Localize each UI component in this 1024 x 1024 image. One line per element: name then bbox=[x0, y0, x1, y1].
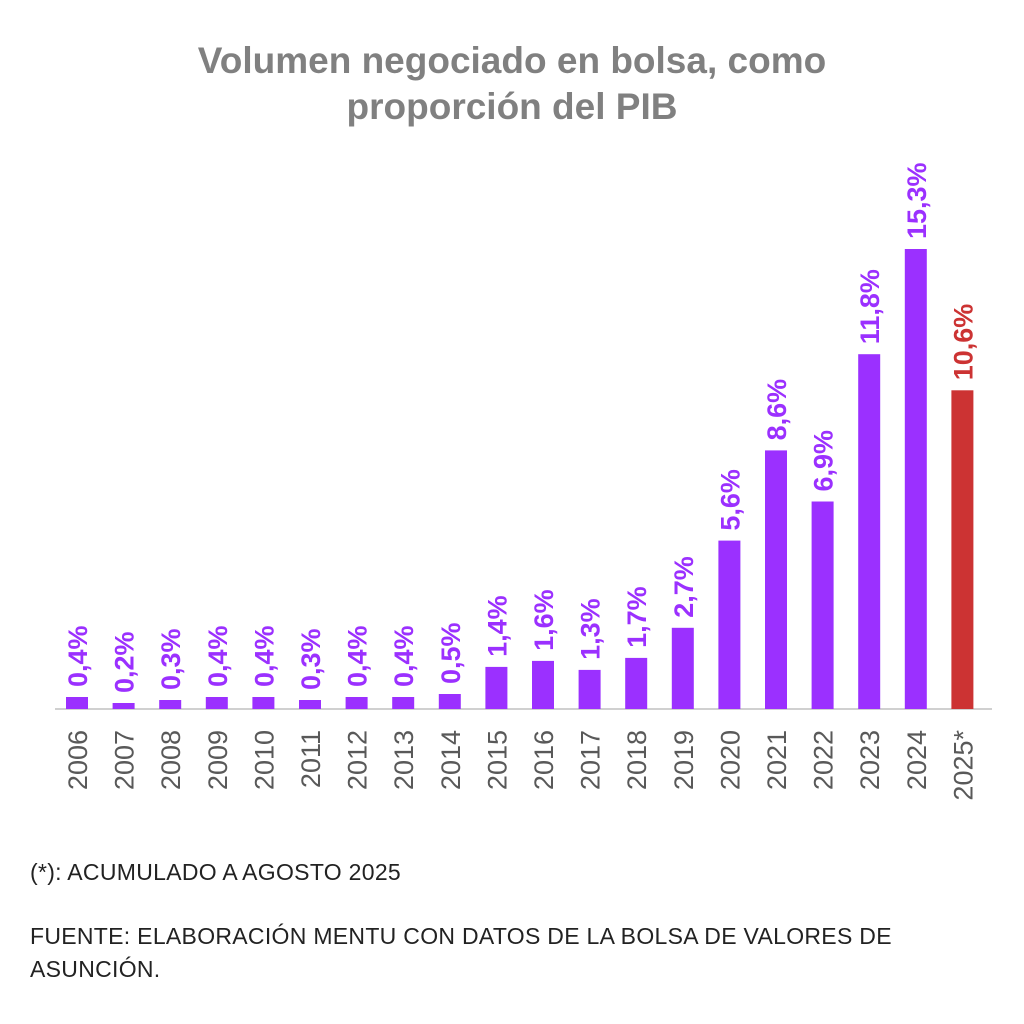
tick-label-2013: 2013 bbox=[389, 730, 419, 790]
tick-label-2023: 2023 bbox=[855, 730, 885, 790]
tick-label-2016: 2016 bbox=[529, 730, 559, 790]
value-label-2021: 8,6% bbox=[762, 379, 792, 441]
value-label-2020: 5,6% bbox=[715, 469, 745, 531]
bar-2011 bbox=[299, 700, 321, 709]
chart-title: Volumen negociado en bolsa, como proporc… bbox=[0, 38, 1024, 130]
value-label-2015: 1,4% bbox=[482, 595, 512, 657]
value-label-2014: 0,5% bbox=[436, 622, 466, 684]
bar-2017 bbox=[578, 669, 601, 709]
bar-2018 bbox=[625, 657, 648, 709]
value-label-2023: 11,8% bbox=[855, 269, 885, 344]
bar-2006 bbox=[66, 697, 88, 709]
tick-label-2010: 2010 bbox=[249, 730, 279, 790]
value-label-2016: 1,6% bbox=[529, 589, 559, 651]
value-label-2008: 0,3% bbox=[156, 628, 186, 690]
tick-label-2014: 2014 bbox=[436, 730, 466, 790]
bar-2024 bbox=[904, 249, 927, 709]
bar-2016 bbox=[532, 660, 554, 709]
tick-label-2024: 2024 bbox=[902, 730, 932, 790]
bar-2020 bbox=[718, 540, 741, 709]
tick-label-2006: 2006 bbox=[63, 730, 93, 790]
tick-label-2007: 2007 bbox=[110, 730, 140, 790]
bar-2014 bbox=[438, 694, 461, 709]
bar-2021 bbox=[765, 450, 787, 709]
bar-2008 bbox=[159, 700, 182, 709]
value-labels-group: 0,4% 0,2% 0,3% 0,4% 0,4% 0,3% 0,4% 0,4% 0,5% 1,4%… bbox=[63, 162, 978, 693]
bar-2015 bbox=[485, 666, 508, 709]
tick-label-2025*: 2025* bbox=[948, 730, 978, 801]
value-label-2018: 1,7% bbox=[622, 586, 652, 648]
bar-2010 bbox=[252, 697, 275, 709]
chart-title-line-2: proporción del PIB bbox=[346, 86, 678, 127]
bar-2019 bbox=[671, 627, 694, 709]
tick-label-2022: 2022 bbox=[809, 730, 839, 790]
value-label-2012: 0,4% bbox=[343, 625, 373, 687]
bar-2022 bbox=[811, 501, 834, 709]
tick-label-2020: 2020 bbox=[715, 730, 745, 790]
tick-labels-group: 2006 2007 2008 2009 2010 2011 2012 2013 2014 2015… bbox=[63, 730, 978, 801]
tick-label-2012: 2012 bbox=[343, 730, 373, 790]
value-label-2007: 0,2% bbox=[110, 631, 140, 693]
tick-label-2019: 2019 bbox=[669, 730, 699, 790]
bar-2025* bbox=[951, 390, 974, 709]
bar-2013 bbox=[392, 697, 415, 709]
tick-label-2008: 2008 bbox=[156, 730, 186, 790]
bar-2009 bbox=[205, 697, 228, 709]
chart-title-line-1: Volumen negociado en bolsa, como bbox=[197, 40, 827, 81]
tick-label-2015: 2015 bbox=[482, 730, 512, 790]
value-label-2022: 6,9% bbox=[809, 430, 839, 492]
tick-label-2011: 2011 bbox=[296, 730, 326, 788]
value-label-2011: 0,3% bbox=[296, 628, 326, 690]
value-label-2024: 15,3% bbox=[902, 162, 932, 239]
bars-group bbox=[66, 249, 974, 709]
source-note: FUENTE: ELABORACIÓN MENTU CON DATOS DE L… bbox=[30, 923, 892, 982]
bar-2012 bbox=[345, 697, 368, 709]
tick-label-2018: 2018 bbox=[622, 730, 652, 790]
value-label-2006: 0,4% bbox=[63, 625, 93, 687]
value-label-2009: 0,4% bbox=[203, 625, 233, 687]
tick-label-2021: 2021 bbox=[762, 730, 792, 790]
bar-2007 bbox=[112, 703, 135, 709]
tick-label-2009: 2009 bbox=[203, 730, 233, 790]
footnote: (*): ACUMULADO A AGOSTO 2025 bbox=[30, 859, 401, 885]
value-label-2017: 1,3% bbox=[576, 598, 606, 660]
value-label-2019: 2,7% bbox=[669, 556, 699, 618]
value-label-2013: 0,4% bbox=[389, 625, 419, 687]
bar-2023 bbox=[858, 354, 881, 709]
value-label-2025*: 10,6% bbox=[948, 304, 978, 381]
tick-label-2017: 2017 bbox=[576, 730, 606, 790]
value-label-2010: 0,4% bbox=[249, 625, 279, 687]
